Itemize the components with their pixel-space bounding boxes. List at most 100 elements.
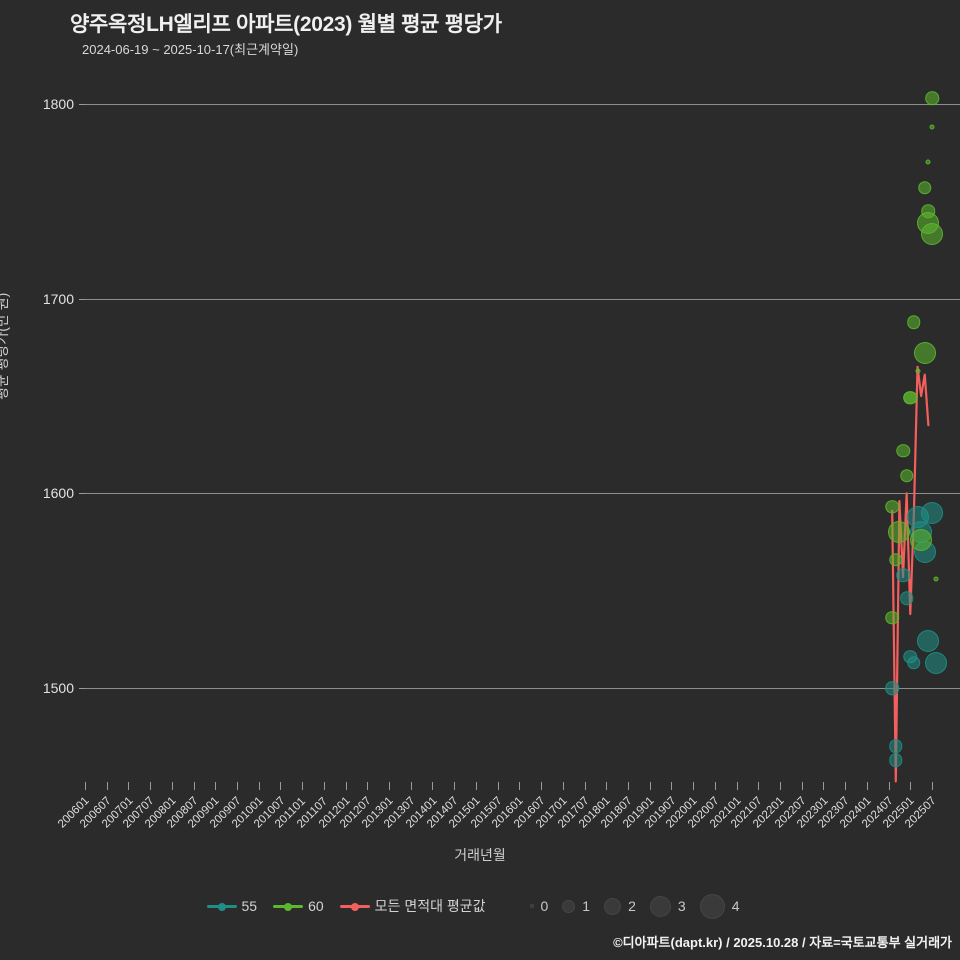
x-tick-mark: [693, 782, 695, 790]
x-tick-mark: [410, 782, 412, 790]
legend-entry-60[interactable]: 60: [273, 898, 324, 914]
data-point-60: [903, 391, 918, 405]
size-legend-dot-icon: [604, 897, 622, 915]
x-tick-mark: [736, 782, 738, 790]
x-tick-mark: [823, 782, 825, 790]
data-point-55: [917, 630, 940, 653]
data-point-55: [924, 651, 947, 674]
x-tick-mark: [85, 782, 86, 790]
x-tick-mark: [779, 782, 781, 790]
x-tick-mark: [302, 782, 304, 790]
data-point-60: [885, 500, 899, 514]
size-legend: 0 1 2 3 4: [529, 893, 754, 919]
legend-label: 모든 면적대 평균값: [374, 898, 486, 914]
data-point-60: [896, 443, 910, 458]
x-tick-mark: [432, 782, 434, 790]
x-tick-mark: [389, 782, 391, 790]
legend-marker-icon: [206, 899, 237, 913]
data-point-60: [907, 315, 921, 329]
plot-area: [85, 104, 960, 689]
x-tick-mark: [367, 782, 369, 790]
size-legend-dot-icon: [562, 899, 576, 913]
data-point-55: [889, 739, 903, 754]
x-tick-mark: [193, 782, 195, 790]
x-tick-mark: [910, 782, 912, 790]
size-legend-entry: 2: [604, 897, 636, 915]
data-point-55: [907, 655, 921, 670]
x-tick-mark: [541, 782, 543, 790]
size-legend-label: 2: [628, 898, 636, 914]
legend-label: 60: [308, 898, 324, 914]
data-point-60: [921, 204, 936, 218]
size-legend-label: 1: [582, 898, 591, 914]
x-tick-mark: [171, 782, 173, 790]
y-tick-label: 1700: [42, 290, 74, 307]
legend-entry-모든 면적대 평균값[interactable]: 모든 면적대 평균값: [339, 896, 486, 916]
x-tick-mark: [562, 782, 564, 790]
data-point-60: [888, 521, 911, 544]
x-tick-mark: [584, 782, 586, 790]
size-legend-dot-icon: [699, 893, 725, 919]
data-point-60: [889, 552, 903, 567]
data-point-55: [889, 753, 903, 767]
y-tick-mark: [79, 493, 85, 495]
data-point-60: [899, 469, 914, 483]
x-tick-mark: [150, 782, 152, 790]
x-tick-mark: [454, 782, 456, 790]
x-tick-mark: [323, 782, 325, 790]
x-tick-mark: [758, 782, 760, 790]
size-legend-entry: 0: [529, 898, 549, 914]
size-legend-entry: 1: [562, 898, 590, 914]
x-tick-mark: [866, 782, 868, 790]
data-point-60: [885, 611, 899, 625]
size-legend-label: 4: [731, 898, 740, 914]
x-tick-mark: [128, 782, 130, 790]
y-gridline: [85, 493, 960, 495]
x-tick-mark: [627, 782, 629, 790]
legend-label: 55: [241, 898, 258, 914]
y-axis-title: 평균 평당가(만 원): [0, 292, 10, 400]
y-tick-mark: [79, 298, 85, 300]
chart-legend: 55 60 모든 면적대 평균값 0 1 2 3 4: [0, 893, 960, 919]
data-point-55: [896, 568, 910, 582]
data-point-60: [933, 576, 939, 582]
data-point-60: [921, 223, 943, 246]
x-tick-mark: [519, 782, 521, 790]
x-tick-mark: [714, 782, 716, 790]
x-axis-title: 거래년월: [454, 847, 506, 863]
size-legend-dot-icon: [649, 895, 671, 917]
y-gridline: [85, 104, 960, 105]
x-tick-mark: [215, 782, 217, 790]
size-legend-label: 3: [677, 898, 686, 914]
x-tick-mark: [106, 782, 108, 790]
y-tick-mark: [79, 688, 85, 689]
x-tick-mark: [345, 782, 347, 790]
y-tick-label: 1600: [42, 485, 74, 502]
x-tick-mark: [280, 782, 282, 790]
footer-credit: ©디아파트(dapt.kr) / 2025.10.28 / 자료=국토교통부 실…: [613, 935, 952, 950]
data-point-60: [910, 529, 933, 552]
x-tick-mark: [845, 782, 847, 790]
data-point-60: [915, 368, 921, 374]
data-point-60: [913, 342, 936, 365]
legend-marker-icon: [273, 899, 304, 913]
data-point-60: [925, 159, 931, 165]
y-gridline: [85, 298, 960, 300]
data-point-55: [899, 591, 914, 606]
data-point-60: [929, 124, 935, 130]
x-tick-mark: [606, 782, 608, 790]
x-tick-mark: [888, 782, 890, 790]
chart-subtitle: 2024-06-19 ~ 2025-10-17(최근계약일): [82, 42, 299, 57]
y-gridline: [85, 688, 960, 689]
x-tick-mark: [258, 782, 260, 790]
y-tick-mark: [79, 104, 85, 105]
y-tick-label: 1800: [42, 96, 74, 112]
x-tick-mark: [932, 782, 933, 790]
size-legend-label: 0: [540, 898, 549, 914]
x-tick-mark: [801, 782, 803, 790]
data-point-55: [921, 501, 943, 524]
legend-entry-55[interactable]: 55: [206, 898, 258, 914]
data-point-60: [918, 180, 932, 195]
legend-marker-icon: [339, 899, 370, 913]
